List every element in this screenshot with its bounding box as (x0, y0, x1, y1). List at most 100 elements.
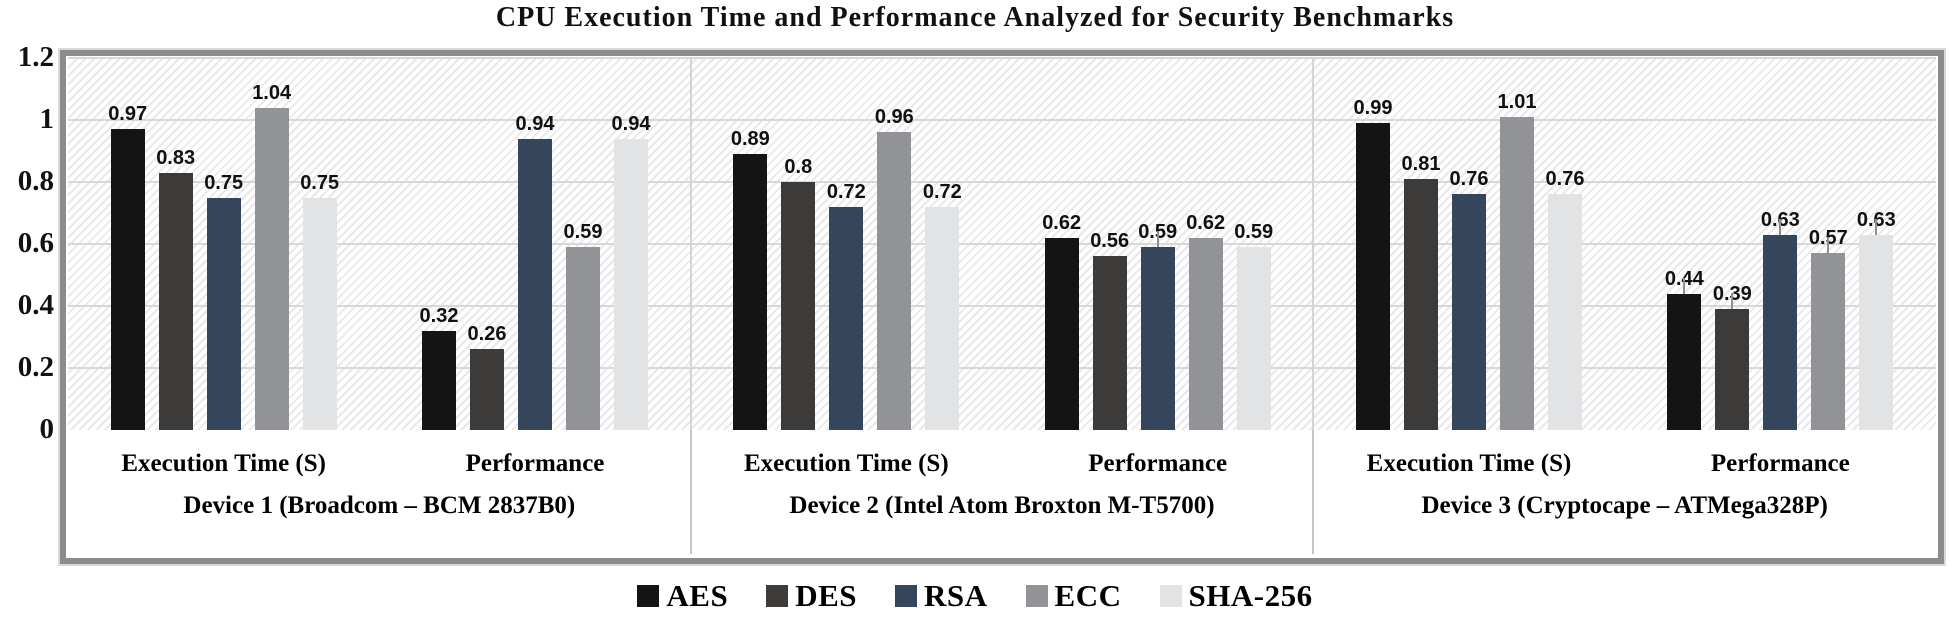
bar-ecc (1500, 116, 1534, 430)
bar-aes (733, 154, 768, 430)
bar-sha-256 (614, 138, 648, 430)
bar-ecc (254, 107, 289, 430)
bar-des (1715, 309, 1750, 430)
bar-value-label: 0.8 (784, 156, 813, 178)
bar-rsa (206, 197, 241, 430)
chart-title: CPU Execution Time and Performance Analy… (495, 2, 1455, 33)
bar-sha-256 (925, 206, 960, 430)
y-axis-tick-label: 0 (39, 412, 55, 445)
bar-value-label: 0.59 (563, 221, 603, 244)
error-whisker (1731, 293, 1734, 310)
gridline (68, 243, 1936, 245)
legend-swatch (766, 585, 789, 607)
gridline (68, 367, 1936, 369)
category-label: Execution Time (S) (1366, 450, 1572, 477)
error-whisker (1779, 218, 1782, 235)
bar-value-label: 0.59 (1234, 221, 1274, 244)
legend-label: DES (795, 578, 858, 613)
bar-value-label: 0.94 (515, 112, 555, 135)
bar-sha-256 (1236, 247, 1271, 430)
category-label: Performance (1710, 450, 1850, 477)
bar-value-label: 0.32 (419, 304, 459, 327)
legend-label: AES (666, 578, 729, 613)
bar-rsa (518, 138, 552, 430)
bar-sha-256 (1859, 234, 1894, 430)
bar-value-label: 0.62 (1042, 211, 1082, 234)
legend-swatch (1025, 585, 1048, 607)
legend-item-ecc: ECC (1025, 578, 1122, 614)
bar-des (158, 172, 193, 430)
device-label: Device 3 (Cryptocape – ATMega328P) (1421, 492, 1828, 519)
error-whisker (1683, 277, 1686, 294)
legend-item-sha-256: SHA-256 (1159, 578, 1313, 614)
bar-des (1404, 178, 1438, 430)
category-axis: Execution Time (S) Performance Execution T… (68, 430, 1936, 554)
bar-value-label: 0.76 (1449, 168, 1489, 191)
bar-value-label: 0.99 (1353, 97, 1393, 120)
gridline (68, 181, 1936, 183)
bar-des (470, 349, 504, 430)
bar-ecc (877, 132, 912, 430)
category-label: Execution Time (S) (121, 450, 326, 477)
y-axis-tick-label: 0.8 (17, 164, 54, 197)
device-separator (1312, 430, 1315, 554)
device-separator (1312, 58, 1315, 430)
bar-value-label: 0.83 (156, 146, 196, 169)
bar-value-label: 0.75 (204, 171, 244, 194)
bar-value-label: 0.76 (1545, 168, 1585, 191)
bar-value-label: 0.97 (108, 103, 148, 126)
device-label: Device 1 (Broadcom – BCM 2837B0) (183, 492, 576, 519)
device-label: Device 2 (Intel Atom Broxton M-T5700) (789, 492, 1215, 519)
plot-area: 0.97 0.83 0.75 1.04 0.75 0.32 0.26 0.94 0.59 0.94… (68, 57, 1936, 430)
bar-value-label: 0.62 (1186, 211, 1226, 234)
bar-aes (1667, 293, 1702, 430)
y-axis-tick-label: 1.2 (17, 40, 54, 73)
bar-aes (110, 129, 145, 430)
bar-ecc (1811, 253, 1846, 430)
bar-sha-256 (302, 197, 337, 430)
gridline (68, 57, 1936, 59)
legend-swatch (637, 585, 660, 607)
bar-value-label: 0.89 (730, 128, 770, 151)
bar-value-label: 0.75 (300, 171, 340, 194)
category-label: Performance (1088, 450, 1228, 477)
bar-value-label: 1.04 (252, 81, 292, 104)
bar-rsa (829, 206, 864, 430)
y-axis-tick-label: 0.4 (17, 288, 54, 321)
category-label: Performance (465, 450, 605, 477)
bar-value-label: 0.26 (467, 323, 507, 346)
bar-ecc (566, 247, 600, 430)
error-whisker (1827, 237, 1830, 254)
bar-sha-256 (1548, 194, 1582, 430)
plot-frame: 0.97 0.83 0.75 1.04 0.75 0.32 0.26 0.94 0.59 0.94… (60, 50, 1944, 564)
bar-rsa (1452, 194, 1486, 430)
legend: AES DES RSA ECC SHA-256 (0, 572, 1950, 620)
bar-value-label: 0.96 (874, 106, 914, 129)
legend-item-des: DES (766, 578, 857, 614)
error-whisker (1156, 231, 1159, 248)
bar-rsa (1763, 234, 1798, 430)
bar-rsa (1140, 247, 1175, 430)
bar-aes (422, 330, 456, 430)
gridline (68, 119, 1936, 121)
bar-value-label: 0.72 (922, 180, 962, 203)
bar-des (1092, 256, 1127, 430)
y-axis-tick-label: 0.2 (17, 350, 54, 383)
bar-value-label: 0.56 (1090, 230, 1130, 253)
bar-value-label: 0.72 (826, 180, 866, 203)
bar-aes (1356, 123, 1390, 430)
device-separator (689, 58, 692, 430)
legend-item-aes: AES (637, 578, 728, 614)
bar-aes (1044, 237, 1079, 430)
legend-swatch (895, 585, 918, 607)
device-separator (689, 430, 692, 554)
y-axis-tick-label: 0.6 (17, 226, 54, 259)
bar-ecc (1188, 237, 1223, 430)
legend-label: RSA (924, 578, 988, 613)
error-whisker (1875, 218, 1878, 235)
bar-value-label: 1.01 (1497, 90, 1537, 113)
y-axis: 0 0.2 0.4 0.6 0.8 1 1.2 (0, 0, 54, 624)
bar-des (781, 182, 816, 430)
bar-value-label: 0.94 (611, 112, 651, 135)
